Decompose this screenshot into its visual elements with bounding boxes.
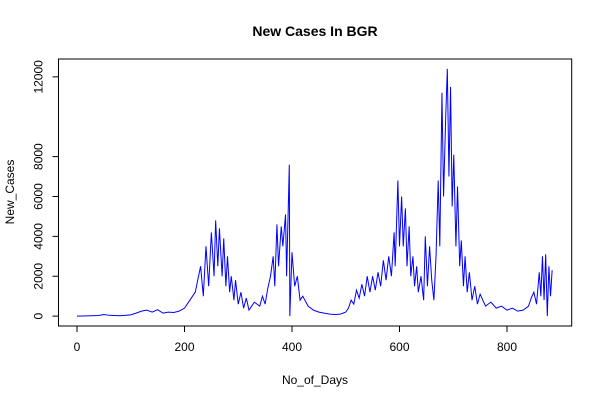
y-tick-label: 6000 <box>32 183 46 210</box>
chart-title: New Cases In BGR <box>252 23 377 39</box>
y-tick-label: 12000 <box>32 60 46 94</box>
x-axis-label: No_of_Days <box>282 373 348 387</box>
y-tick-label: 8000 <box>32 143 46 170</box>
data-line <box>76 68 553 317</box>
x-tick-label: 200 <box>174 340 194 354</box>
x-tick-label: 400 <box>282 340 302 354</box>
y-tick-label: 0 <box>32 312 46 319</box>
y-tick-label: 4000 <box>31 223 45 250</box>
y-tick-label: 2000 <box>32 263 46 290</box>
x-tick-label: 800 <box>497 340 517 354</box>
x-tick-label: 0 <box>74 340 81 354</box>
plot-box <box>58 58 573 327</box>
x-tick-label: 600 <box>389 340 409 354</box>
y-axis-label: New_Cases <box>3 160 17 225</box>
